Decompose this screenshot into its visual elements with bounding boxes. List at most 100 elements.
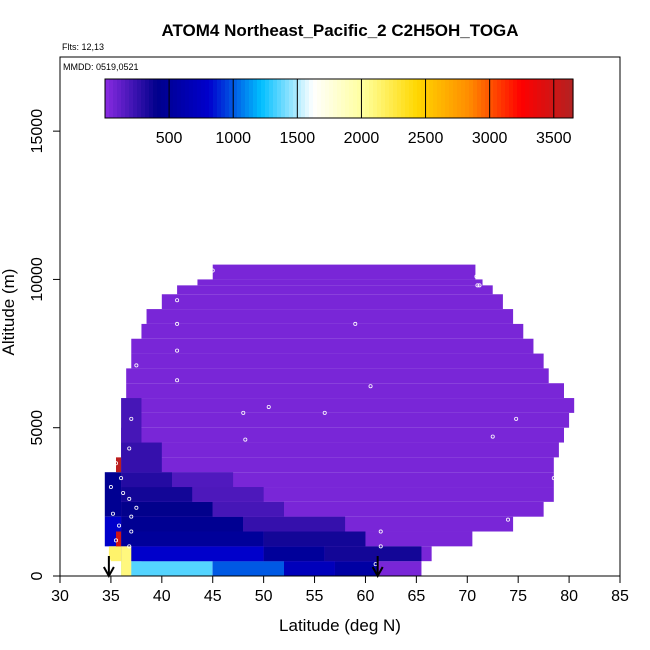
heatmap-cell <box>121 516 244 532</box>
heatmap-cell <box>161 294 503 310</box>
observation-point <box>129 416 134 421</box>
observation-point <box>127 544 132 549</box>
colorbar-swatch <box>357 79 362 118</box>
heatmap-cell <box>108 546 122 562</box>
colorbar-swatch <box>469 79 474 118</box>
colorbar-swatch <box>117 79 122 118</box>
observation-points <box>106 268 574 567</box>
colorbar-swatch <box>133 79 138 118</box>
colorbar-swatch <box>265 79 270 118</box>
colorbar-swatch <box>481 79 486 118</box>
colorbar-swatch <box>557 79 562 118</box>
colorbar-swatch <box>273 79 278 118</box>
observation-point <box>114 461 119 466</box>
x-axis-label: Latitude (deg N) <box>279 616 401 635</box>
colorbar-tick-label: 500 <box>156 130 183 147</box>
colorbar-swatch <box>485 79 490 118</box>
colorbar-swatch <box>377 79 382 118</box>
heatmap-cell <box>121 442 559 458</box>
colorbar-swatch <box>229 79 234 118</box>
x-tick-label: 80 <box>560 588 578 605</box>
observation-point <box>322 410 327 415</box>
colorbar-swatch <box>165 79 170 118</box>
x-tick-label: 55 <box>306 588 324 605</box>
colorbar: 500 1000 1500 2000 2500 3000 3500 <box>104 78 574 147</box>
colorbar-swatch <box>221 79 226 118</box>
colorbar-swatch <box>353 79 358 118</box>
colorbar-swatch <box>193 79 198 118</box>
colorbar-swatch <box>381 79 386 118</box>
colorbar-swatch <box>449 79 454 118</box>
colorbar-swatch <box>369 79 374 118</box>
colorbar-swatch <box>405 79 410 118</box>
colorbar-swatch <box>157 79 162 118</box>
colorbar-swatch <box>249 79 254 118</box>
colorbar-swatch <box>261 79 266 118</box>
observation-point <box>475 283 480 288</box>
flights-annotation: Flts: 12,13 <box>62 42 104 52</box>
y-tick-label: 5000 <box>29 410 46 446</box>
colorbar-swatch <box>429 79 434 118</box>
observation-point <box>117 523 122 528</box>
heatmap-cell <box>121 546 132 576</box>
colorbar-swatch <box>401 79 406 118</box>
heatmap-cell <box>121 442 162 473</box>
heatmap-cell <box>141 323 524 339</box>
observation-point <box>114 538 119 543</box>
heatmap-cell <box>212 561 284 576</box>
colorbar-swatch <box>293 79 298 118</box>
heatmap-cell <box>121 501 213 517</box>
observation-point <box>119 476 124 481</box>
x-tick-label: 85 <box>611 588 629 605</box>
colorbar-swatch <box>565 79 570 118</box>
colorbar-swatch <box>305 79 310 118</box>
heatmap-cell <box>121 546 264 562</box>
observation-point <box>121 490 126 495</box>
colorbar-frame <box>104 78 574 119</box>
y-tick-label: 15000 <box>29 109 46 154</box>
colorbar-swatch <box>473 79 478 118</box>
heatmap-cell <box>104 472 122 517</box>
observation-point <box>175 378 180 383</box>
heatmap-cell <box>121 561 213 576</box>
heatmap-cell <box>126 368 549 384</box>
observation-point <box>474 274 479 279</box>
heatmap-cell <box>324 546 422 562</box>
heatmap <box>104 264 575 576</box>
heatmap-cell <box>212 501 284 517</box>
observation-point <box>134 333 139 338</box>
colorbar-swatch <box>209 79 214 118</box>
x-tick-label: 30 <box>51 588 69 605</box>
observation-point <box>368 384 373 389</box>
colorbar-swatch <box>189 79 194 118</box>
colorbar-swatch <box>237 79 242 118</box>
colorbar-swatch <box>121 79 126 118</box>
colorbar-swatch <box>161 79 166 118</box>
colorbar-swatch <box>297 79 302 118</box>
observation-point <box>490 434 495 439</box>
colorbar-tick-label: 1500 <box>280 130 316 147</box>
colorbar-swatch <box>561 79 566 118</box>
observation-point <box>477 283 482 288</box>
colorbar-swatch <box>289 79 294 118</box>
colorbar-swatch <box>349 79 354 118</box>
y-tick-label: 10000 <box>29 257 46 302</box>
observation-point <box>134 505 139 510</box>
colorbar-swatch <box>269 79 274 118</box>
heatmap-cell <box>121 427 564 443</box>
heatmap-cell <box>131 353 544 369</box>
colorbar-swatch <box>385 79 390 118</box>
heatmap-cell <box>212 264 476 280</box>
colorbar-swatch <box>325 79 330 118</box>
observation-point <box>378 529 383 534</box>
colorbar-swatch <box>257 79 262 118</box>
x-tick-label: 75 <box>509 588 527 605</box>
colorbar-swatch <box>525 79 530 118</box>
observation-point <box>210 268 215 273</box>
observation-point <box>551 476 556 481</box>
colorbar-swatch <box>445 79 450 118</box>
heatmap-cell <box>146 309 514 324</box>
colorbar-swatch <box>569 79 574 118</box>
observation-point <box>243 437 248 442</box>
